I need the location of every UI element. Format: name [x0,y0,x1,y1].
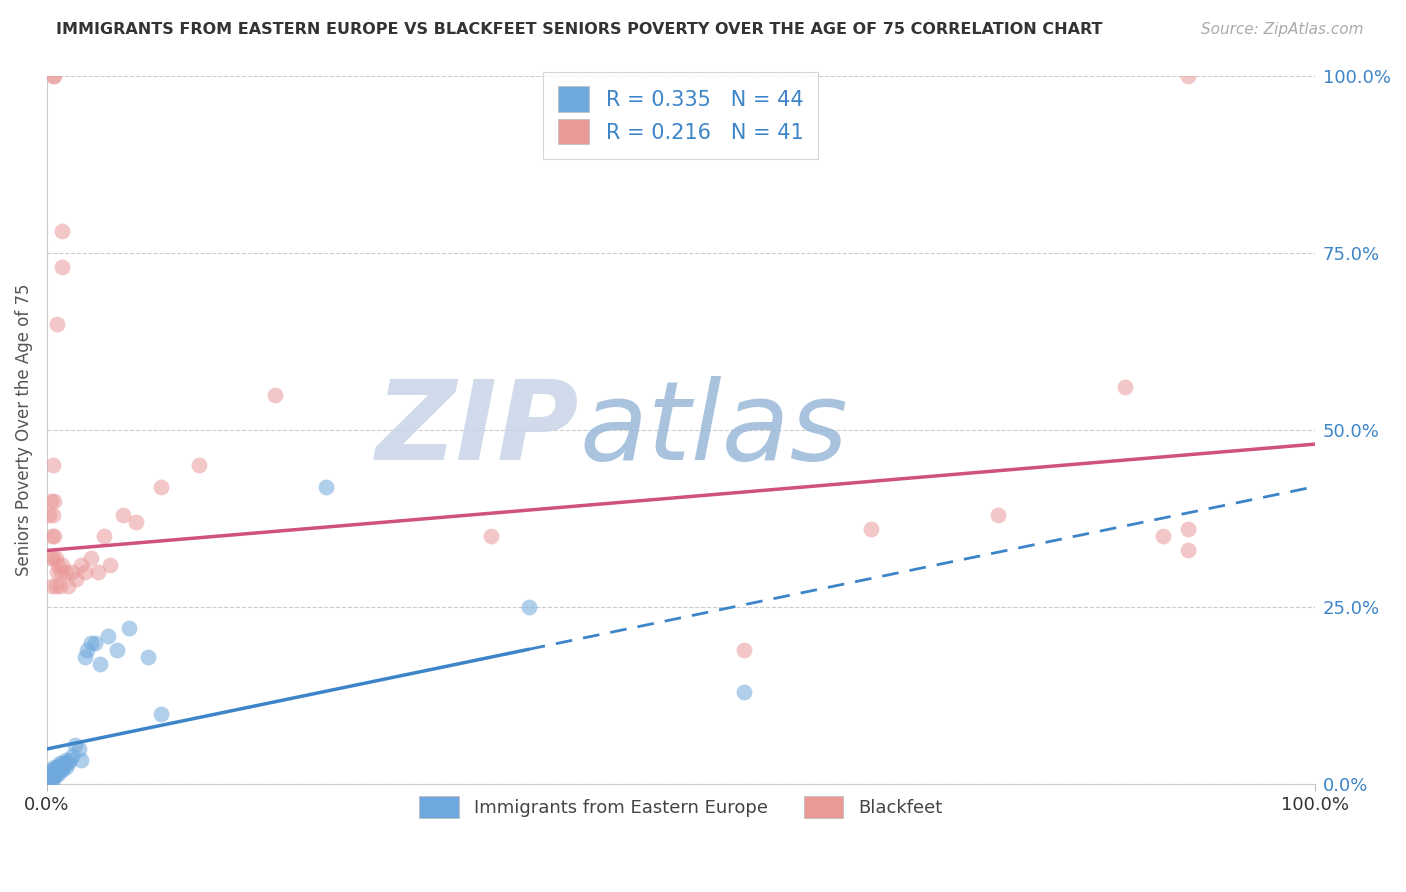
Point [93,529,115,543]
Point [55,565,77,579]
Point [86,565,108,579]
Point [97,629,120,643]
Point [859,522,882,536]
Text: IMMIGRANTS FROM EASTERN EUROPE VS BLACKFEET SENIORS POVERTY OVER THE AGE OF 75 C: IMMIGRANTS FROM EASTERN EUROPE VS BLACKF… [56,22,1102,37]
Point [1114,380,1136,394]
Point [51,558,73,572]
Point [46,760,69,774]
Point [41,579,63,593]
Point [46,760,69,774]
Point [733,685,755,699]
Point [60,749,83,764]
Point [67,742,90,756]
Point [124,515,146,529]
Point [55,753,77,767]
Point [46,764,69,778]
Point [44,766,66,780]
Point [42,508,65,522]
Text: atlas: atlas [579,376,848,483]
Point [55,760,77,774]
Point [46,317,69,331]
Point [76,642,98,657]
Point [45,764,67,778]
Point [42,770,65,784]
Point [315,480,337,494]
Legend: Immigrants from Eastern Europe, Blackfeet: Immigrants from Eastern Europe, Blackfee… [412,789,949,825]
Point [46,766,69,780]
Point [39,494,62,508]
Point [39,770,62,784]
Point [59,753,82,767]
Point [42,69,65,83]
Point [136,649,159,664]
Point [44,529,66,543]
Point [45,766,67,780]
Point [42,764,65,778]
Point [44,770,66,784]
Point [41,766,63,780]
Point [63,739,86,753]
Point [42,458,65,473]
Point [733,642,755,657]
Point [38,508,60,522]
Point [51,756,73,771]
Point [65,572,87,586]
Point [51,260,73,274]
Point [188,458,211,473]
Point [105,642,128,657]
Point [53,756,76,771]
Point [39,550,62,565]
Point [111,508,134,522]
Point [118,622,141,636]
Point [517,600,540,615]
Y-axis label: Seniors Poverty Over the Age of 75: Seniors Poverty Over the Age of 75 [15,284,32,576]
Point [80,550,103,565]
Point [70,753,93,767]
Point [73,649,96,664]
Text: ZIP: ZIP [375,376,579,483]
Point [80,635,103,649]
Point [264,387,287,401]
Point [89,657,111,671]
Point [49,760,72,774]
Point [51,225,73,239]
Point [150,480,173,494]
Point [150,706,173,721]
Point [1177,69,1199,83]
Point [48,579,70,593]
Point [39,764,62,778]
Point [1152,529,1174,543]
Point [49,565,72,579]
Point [1177,543,1199,558]
Point [45,550,67,565]
Point [987,508,1010,522]
Point [46,558,69,572]
Point [52,760,75,774]
Point [58,756,80,771]
Point [73,565,96,579]
Point [60,565,83,579]
Point [41,529,63,543]
Point [41,773,63,788]
Text: Source: ZipAtlas.com: Source: ZipAtlas.com [1201,22,1364,37]
Point [46,565,69,579]
Point [98,558,121,572]
Point [1177,522,1199,536]
Point [44,760,66,774]
Point [45,579,67,593]
Point [48,756,70,771]
Point [44,69,66,83]
Point [58,579,80,593]
Point [84,635,107,649]
Point [479,529,502,543]
Point [44,494,66,508]
Point [42,550,65,565]
Point [51,764,73,778]
Point [38,770,60,784]
Point [48,764,70,778]
Point [70,558,93,572]
